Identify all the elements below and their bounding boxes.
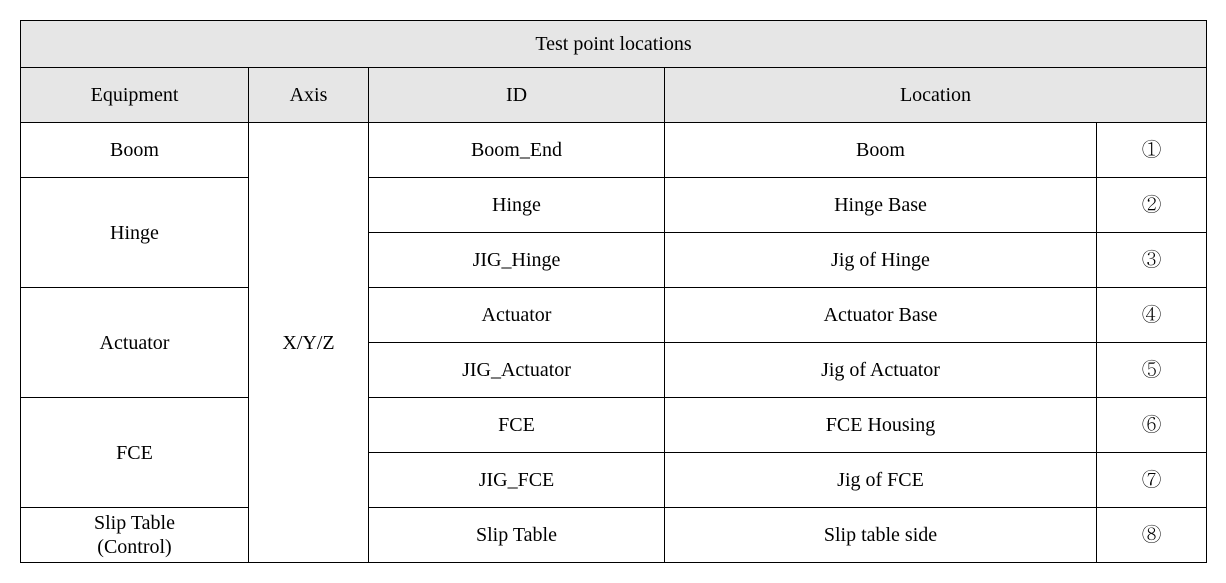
cell-equipment: Boom bbox=[21, 123, 249, 178]
cell-location: Actuator Base bbox=[665, 288, 1097, 343]
cell-location: Boom bbox=[665, 123, 1097, 178]
cell-number: ② bbox=[1097, 178, 1207, 233]
cell-equipment: Actuator bbox=[21, 288, 249, 398]
cell-number: ⑤ bbox=[1097, 343, 1207, 398]
header-equipment: Equipment bbox=[21, 68, 249, 123]
header-location: Location bbox=[665, 68, 1207, 123]
cell-location: Jig of Hinge bbox=[665, 233, 1097, 288]
cell-location: Hinge Base bbox=[665, 178, 1097, 233]
cell-equipment: FCE bbox=[21, 398, 249, 508]
cell-location: Slip table side bbox=[665, 508, 1097, 563]
header-id: ID bbox=[369, 68, 665, 123]
header-axis: Axis bbox=[249, 68, 369, 123]
table-row: ActuatorActuatorActuator Base④ bbox=[21, 288, 1207, 343]
table-title-row: Test point locations bbox=[21, 21, 1207, 68]
table-header-row: Equipment Axis ID Location bbox=[21, 68, 1207, 123]
cell-id: Hinge bbox=[369, 178, 665, 233]
cell-number: ④ bbox=[1097, 288, 1207, 343]
cell-id: JIG_FCE bbox=[369, 453, 665, 508]
table-row: Slip Table(Control) Slip TableSlip table … bbox=[21, 508, 1207, 563]
cell-equipment: Slip Table(Control) bbox=[21, 508, 249, 563]
table-row: BoomX/Y/ZBoom_EndBoom① bbox=[21, 123, 1207, 178]
cell-location: Jig of Actuator bbox=[665, 343, 1097, 398]
cell-id: JIG_Hinge bbox=[369, 233, 665, 288]
cell-location: Jig of FCE bbox=[665, 453, 1097, 508]
cell-id: FCE bbox=[369, 398, 665, 453]
cell-number: ① bbox=[1097, 123, 1207, 178]
cell-equipment: Hinge bbox=[21, 178, 249, 288]
cell-number: ⑦ bbox=[1097, 453, 1207, 508]
table-body: BoomX/Y/ZBoom_EndBoom①HingeHingeHinge Ba… bbox=[21, 123, 1207, 563]
cell-number: ⑥ bbox=[1097, 398, 1207, 453]
cell-id: Actuator bbox=[369, 288, 665, 343]
cell-id: Boom_End bbox=[369, 123, 665, 178]
table-title: Test point locations bbox=[21, 21, 1207, 68]
table-row: HingeHingeHinge Base② bbox=[21, 178, 1207, 233]
cell-id: Slip Table bbox=[369, 508, 665, 563]
test-point-locations-table: Test point locations Equipment Axis ID L… bbox=[20, 20, 1207, 563]
cell-number: ③ bbox=[1097, 233, 1207, 288]
cell-id: JIG_Actuator bbox=[369, 343, 665, 398]
cell-location: FCE Housing bbox=[665, 398, 1097, 453]
cell-axis: X/Y/Z bbox=[249, 123, 369, 563]
cell-number: ⑧ bbox=[1097, 508, 1207, 563]
table-row: FCEFCEFCE Housing⑥ bbox=[21, 398, 1207, 453]
